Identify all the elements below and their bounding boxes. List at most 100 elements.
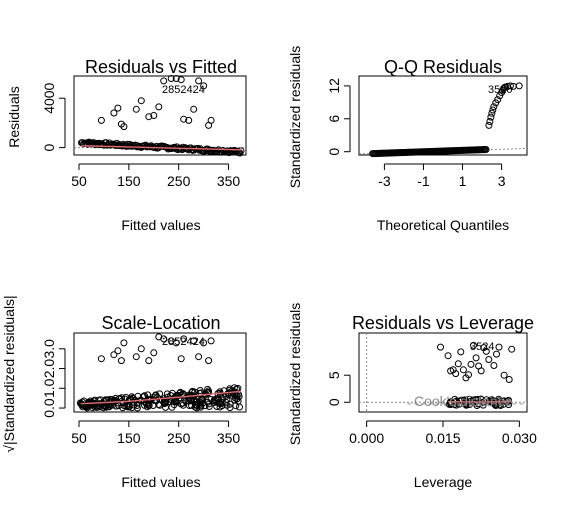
scale-point xyxy=(156,401,164,409)
plot-frame xyxy=(73,332,247,413)
data-point xyxy=(500,371,508,379)
scale-point xyxy=(177,400,185,408)
data-point xyxy=(472,354,480,362)
x-tick-label: -1 xyxy=(417,173,430,189)
point-annotation: 3524 xyxy=(470,341,494,353)
data-point xyxy=(470,341,477,349)
data-points xyxy=(437,341,516,409)
data-point xyxy=(477,367,485,375)
scale-point xyxy=(163,390,171,398)
data-point xyxy=(200,82,208,90)
data-point xyxy=(150,112,158,119)
residual-point xyxy=(185,146,192,154)
scale-point xyxy=(141,392,148,400)
data-point xyxy=(180,335,188,343)
x-axis-label: Leverage xyxy=(414,474,473,490)
y-tick-label: 0 xyxy=(326,398,342,406)
leverage-point xyxy=(471,399,479,407)
x-axis-label: Theoretical Quantiles xyxy=(377,217,509,233)
data-point xyxy=(132,105,140,113)
data-point xyxy=(454,360,462,368)
scale-point xyxy=(193,398,201,406)
data-point xyxy=(155,103,163,111)
data-points xyxy=(369,82,523,158)
y-tick-label: 0 xyxy=(41,143,57,151)
data-point xyxy=(132,353,140,361)
x-tick-label: 0.030 xyxy=(502,430,537,446)
scale-point xyxy=(134,392,142,400)
scale-point xyxy=(204,385,212,393)
scale-point xyxy=(127,395,135,403)
scale-point xyxy=(162,396,170,404)
x-tick-label: 3 xyxy=(498,173,506,189)
scale-point xyxy=(156,390,164,398)
data-point xyxy=(205,357,213,365)
data-point xyxy=(493,350,500,358)
y-tick-label: 12 xyxy=(326,78,342,94)
data-point xyxy=(457,348,465,356)
data-point xyxy=(172,339,180,347)
x-tick-label: 50 xyxy=(71,173,87,189)
data-point xyxy=(459,366,467,374)
data-point xyxy=(467,360,475,368)
x-tick-label: 350 xyxy=(217,173,241,189)
x-tick-label: 50 xyxy=(71,430,87,446)
y-axis-label: Standardized residuals xyxy=(287,46,303,188)
qq-point xyxy=(486,118,494,125)
qq-point xyxy=(488,109,496,117)
scale-point xyxy=(220,387,228,395)
scale-point xyxy=(223,401,231,409)
data-point xyxy=(137,345,145,353)
cooks-distance-legend: Cook's distance xyxy=(414,393,513,409)
qq-point xyxy=(500,85,508,93)
data-point xyxy=(117,357,125,365)
data-point xyxy=(172,75,180,82)
scale-point xyxy=(179,401,187,409)
x-tick-label: 0.000 xyxy=(349,430,384,446)
data-point xyxy=(490,362,498,369)
data-point xyxy=(160,77,168,85)
panel-title: Residuals vs Fitted xyxy=(85,57,237,77)
data-point xyxy=(508,345,516,353)
smoother-line xyxy=(81,145,242,151)
data-point xyxy=(110,109,118,117)
scale-point xyxy=(119,399,127,407)
scale-point xyxy=(210,396,218,404)
x-tick-label: 1 xyxy=(459,173,467,189)
residual-point xyxy=(103,141,111,149)
y-axis-label: Residuals xyxy=(6,86,22,147)
scale-point xyxy=(188,388,196,396)
data-point xyxy=(150,349,158,357)
scale-point xyxy=(155,401,163,408)
data-point xyxy=(452,370,460,378)
smoother-line xyxy=(81,390,242,405)
panel-title: Residuals vs Leverage xyxy=(352,313,534,333)
scale-point xyxy=(193,396,201,403)
scale-point xyxy=(89,401,97,408)
data-point xyxy=(195,77,203,85)
scale-point xyxy=(151,397,158,404)
qq-point xyxy=(515,82,523,90)
qq-point xyxy=(506,82,514,90)
panel-residuals-vs-fitted: Residuals vs Fitted Fitted values Residu… xyxy=(6,57,247,233)
scale-point xyxy=(99,404,107,412)
point-annotation: 2852424 xyxy=(162,336,205,348)
data-point xyxy=(167,75,175,82)
y-tick-label: 1.0 xyxy=(41,378,57,398)
data-point xyxy=(190,105,198,113)
panel-qq-residuals: Q-Q Residuals Theoretical Quantiles Stan… xyxy=(287,46,528,233)
x-axis-label: Fitted values xyxy=(121,474,200,490)
scale-point xyxy=(161,399,169,407)
x-axis-label: Fitted values xyxy=(121,217,200,233)
qq-point xyxy=(490,103,498,111)
x-tick-label: 150 xyxy=(117,173,141,189)
y-tick-label: 3.0 xyxy=(41,339,57,359)
x-tick-label: 250 xyxy=(167,430,191,446)
y-tick-label: 0 xyxy=(326,148,342,156)
qq-point xyxy=(494,96,502,104)
point-annotation: 2852424 xyxy=(162,84,205,96)
data-point xyxy=(137,97,145,105)
scale-point xyxy=(184,394,192,402)
point-annotation: 3520 xyxy=(488,84,512,96)
